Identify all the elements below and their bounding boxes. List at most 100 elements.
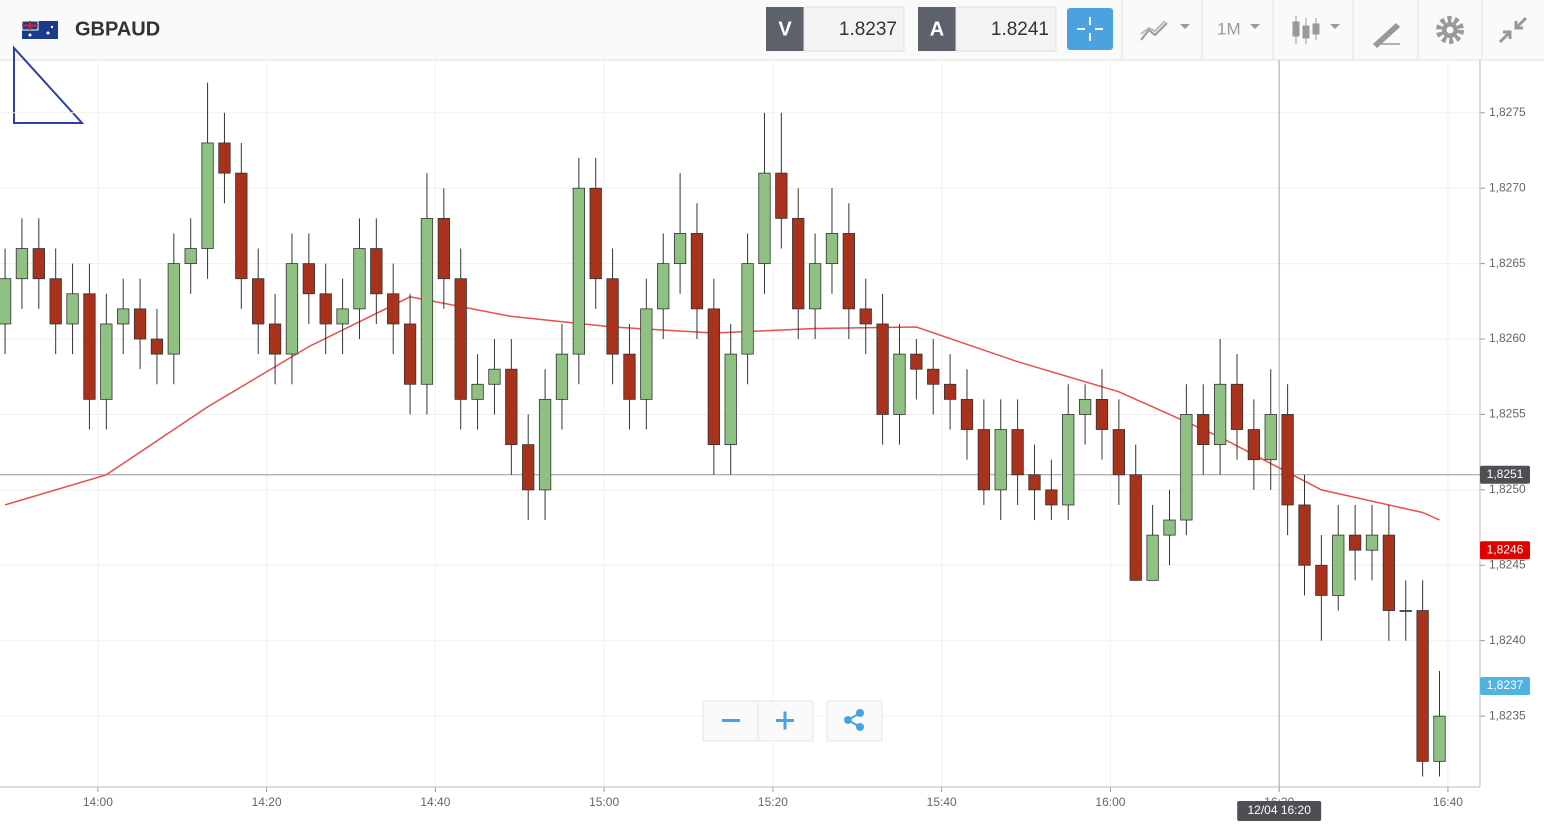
candle-body — [522, 444, 535, 491]
candle-body — [775, 172, 788, 219]
bid-button[interactable] — [766, 7, 804, 51]
ask-box — [955, 6, 1057, 52]
candle-body — [1129, 474, 1142, 581]
candle-body — [1433, 715, 1446, 762]
candle-body — [876, 323, 889, 415]
candle-body — [606, 278, 619, 355]
x-tick-label: 15:00 — [589, 795, 619, 809]
timeframe[interactable]: 1M — [1217, 19, 1241, 38]
ask-button[interactable] — [918, 7, 956, 51]
candle-body — [859, 308, 872, 325]
candle-body — [437, 217, 450, 280]
candle-body — [505, 368, 518, 446]
price-tag-label: 1,8251 — [1487, 467, 1524, 481]
candle-body — [15, 248, 29, 280]
candle-body — [133, 308, 147, 340]
y-tick-label: 1,8265 — [1489, 256, 1526, 270]
y-tick-label: 1,8235 — [1489, 708, 1526, 722]
candle-body — [690, 233, 704, 310]
y-tick-label: 1,8250 — [1489, 482, 1526, 496]
candle-body — [252, 278, 265, 325]
zoom-out-button[interactable] — [702, 700, 759, 742]
candle-body — [150, 338, 164, 355]
candle-body — [66, 293, 79, 325]
candle-body — [1264, 414, 1277, 461]
y-tick-label: 1,8270 — [1489, 180, 1526, 194]
candle-body — [1197, 414, 1210, 446]
candle-body — [943, 383, 957, 400]
candle-body — [268, 323, 282, 355]
candle-body — [1332, 534, 1345, 596]
candle-body — [960, 398, 974, 430]
candle-body — [1062, 414, 1075, 506]
x-tick-label: 16:00 — [1095, 795, 1125, 809]
candle-body — [724, 353, 737, 446]
candle-body — [842, 233, 855, 310]
candle-body — [1180, 414, 1193, 521]
candle-body — [741, 263, 754, 355]
candle-body — [640, 308, 653, 400]
y-tick-label: 1,8275 — [1489, 105, 1526, 119]
candle-body — [1399, 610, 1412, 612]
candle-body — [1163, 519, 1176, 536]
bid-box — [803, 6, 905, 52]
candle-body — [538, 398, 552, 491]
candle-body — [420, 217, 434, 385]
candle-body — [555, 353, 569, 400]
bid-label: V — [778, 18, 792, 40]
candle-body — [758, 172, 771, 265]
price-tag-label: 1,8237 — [1487, 678, 1524, 692]
candle-body — [927, 368, 940, 385]
candle-body — [285, 263, 299, 355]
candle-body — [370, 248, 383, 295]
candle-body — [1213, 383, 1227, 446]
x-tick-label: 14:40 — [420, 795, 450, 809]
candle-body — [471, 383, 484, 400]
x-tick-label: 15:20 — [758, 795, 788, 809]
candle-body — [184, 248, 197, 265]
candle-body — [1298, 504, 1311, 566]
crosshair-button[interactable] — [1067, 8, 1113, 50]
draw-button[interactable] — [1372, 22, 1401, 49]
candle-body — [201, 142, 214, 249]
candle-button[interactable] — [1292, 16, 1340, 44]
candle-body — [1416, 610, 1429, 762]
triangle-drawing[interactable] — [13, 45, 85, 124]
zoom-in-button[interactable] — [757, 700, 814, 742]
price-tag — [1480, 676, 1530, 695]
collapse-button[interactable] — [1498, 16, 1528, 44]
candle-body — [1078, 398, 1092, 415]
price-tag-label: 1,8246 — [1487, 542, 1524, 556]
x-tick-label: 14:20 — [252, 795, 282, 809]
timeframe-caret — [1250, 24, 1260, 29]
price-tag — [1480, 541, 1530, 560]
chart-type-button[interactable] — [1140, 20, 1190, 41]
candle-body — [1281, 414, 1294, 506]
candle-body — [1028, 474, 1041, 491]
candle-body — [83, 293, 96, 400]
candle-body — [1045, 489, 1058, 506]
candle-body — [623, 353, 636, 400]
candle-body — [336, 308, 349, 325]
candle-body — [1382, 534, 1396, 611]
share-button[interactable] — [826, 700, 883, 742]
candle-body — [1247, 429, 1261, 461]
y-tick-label: 1,8255 — [1489, 407, 1526, 421]
y-tick-label: 1,8245 — [1489, 557, 1526, 571]
candle-body — [893, 353, 906, 415]
crosshair-tag-label: 12/04 16:20 — [1247, 803, 1311, 817]
candle-body — [673, 233, 687, 265]
flag-icon — [21, 20, 58, 39]
candle-body — [454, 278, 467, 400]
settings-button[interactable] — [1436, 16, 1464, 44]
bid-price: 1.8237 — [839, 19, 897, 40]
candle-body — [825, 233, 839, 265]
candle-body — [353, 248, 366, 310]
candle-body — [218, 142, 231, 174]
candle-body — [1011, 429, 1024, 476]
candle-body — [808, 263, 822, 310]
candle-body — [387, 293, 400, 325]
candle-body — [302, 263, 315, 295]
